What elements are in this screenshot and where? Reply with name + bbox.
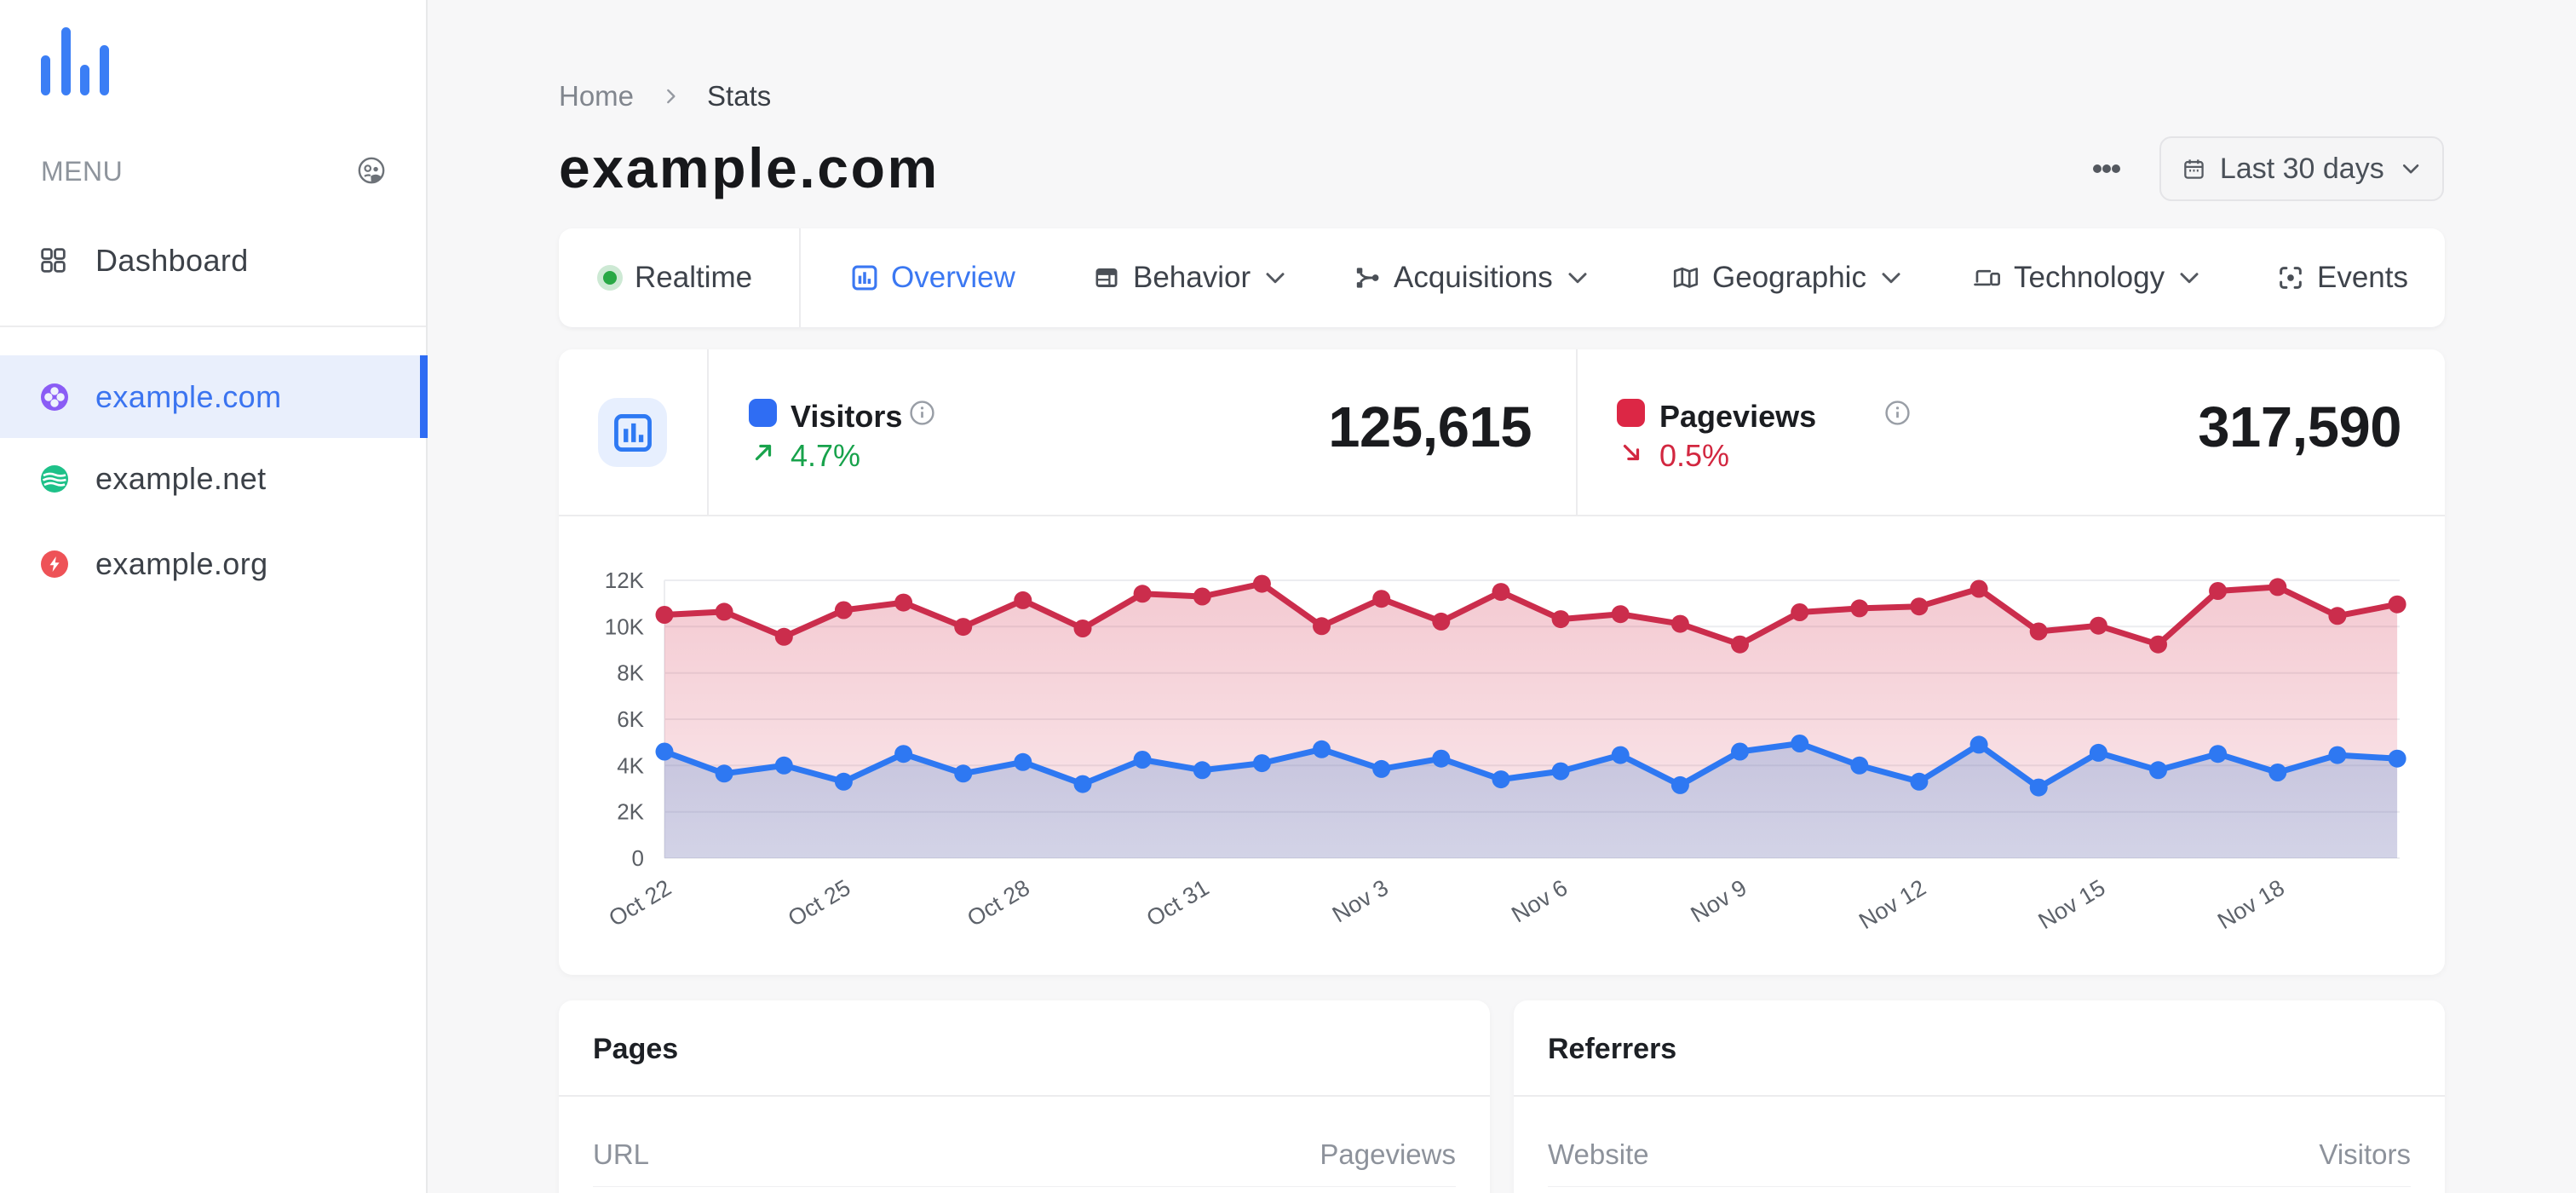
svg-text:12K: 12K: [605, 568, 645, 593]
svg-text:Nov 6: Nov 6: [1507, 874, 1572, 927]
svg-text:Nov 9: Nov 9: [1687, 874, 1751, 927]
svg-text:10K: 10K: [605, 614, 645, 639]
svg-text:Oct 28: Oct 28: [963, 874, 1034, 931]
svg-text:Oct 25: Oct 25: [784, 874, 855, 931]
svg-text:4K: 4K: [617, 752, 644, 778]
svg-text:Nov 12: Nov 12: [1854, 874, 1930, 934]
svg-text:Nov 15: Nov 15: [2034, 874, 2110, 934]
svg-text:Oct 31: Oct 31: [1142, 874, 1214, 931]
svg-text:Nov 3: Nov 3: [1328, 874, 1393, 927]
svg-text:2K: 2K: [617, 799, 644, 825]
svg-text:0: 0: [632, 845, 644, 871]
svg-text:8K: 8K: [617, 660, 644, 686]
svg-text:6K: 6K: [617, 706, 644, 732]
svg-text:Oct 22: Oct 22: [604, 874, 676, 931]
svg-text:Nov 18: Nov 18: [2213, 874, 2289, 934]
